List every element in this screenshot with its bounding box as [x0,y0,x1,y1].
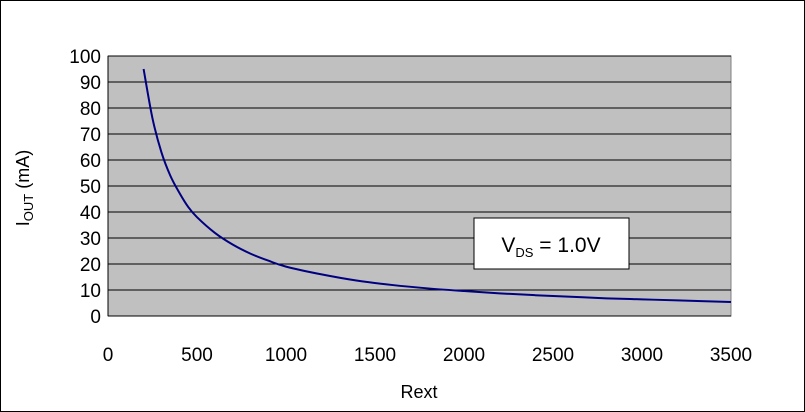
y-tick-label-10: 10 [80,281,101,302]
y-axis-title-main: I [13,221,33,226]
y-tick-label-30: 30 [80,229,101,250]
y-tick-label-0: 0 [90,307,101,328]
x-tick-label-500: 500 [181,345,213,366]
annotation-suffix: = 1.0V [533,234,600,257]
annotation-main: V [501,234,515,257]
x-tick-label-3500: 3500 [710,345,752,366]
x-tick-label-2000: 2000 [443,345,485,366]
x-tick-label-1500: 1500 [354,345,396,366]
x-tick-label-1000: 1000 [265,345,307,366]
y-tick-label-60: 60 [80,151,101,172]
y-tick-label-90: 90 [80,73,101,94]
series-line-0 [142,68,732,303]
y-tick-label-70: 70 [80,125,101,146]
x-tick-label-0: 0 [103,345,114,366]
y-axis-title-suffix: (mA) [13,150,33,194]
y-tick-label-100: 100 [69,47,101,68]
y-tick-label-20: 20 [80,255,101,276]
x-tick-label-2500: 2500 [532,345,574,366]
annotation-box: VDS = 1.0V [473,217,630,270]
y-axis-title: IOUT (mA) [13,150,36,226]
y-tick-label-50: 50 [80,177,101,198]
y-tick-label-40: 40 [80,203,101,224]
y-axis-title-sub: OUT [21,194,36,222]
annotation-text: VDS = 1.0V [501,234,600,260]
annotation-sub: DS [515,245,533,260]
x-tick-label-3000: 3000 [621,345,663,366]
annotation-box-bg [473,217,630,270]
x-axis-title: Rext [400,382,437,402]
y-tick-label-80: 80 [80,99,101,120]
